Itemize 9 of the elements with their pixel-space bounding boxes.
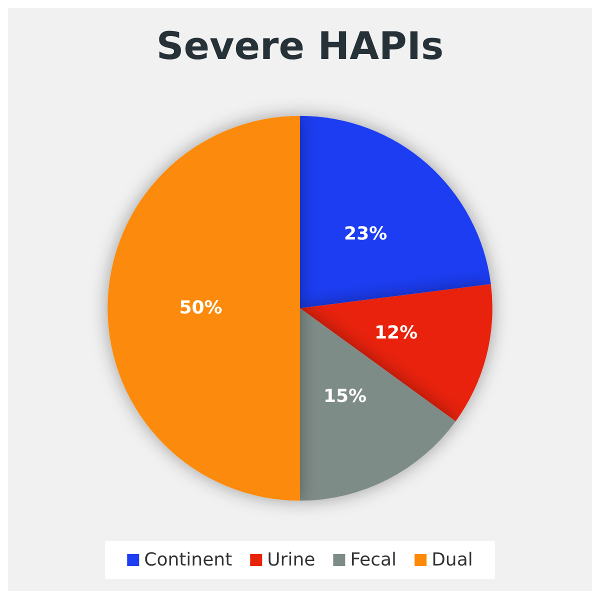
legend-label: Fecal [350,550,397,570]
data-label: 12% [374,322,418,344]
data-label: 15% [323,386,367,408]
data-label: 23% [344,223,388,244]
legend-label: Dual [432,550,473,570]
data-label: 50% [179,298,222,319]
legend-label: Urine [267,550,316,570]
chart-title: Severe HAPIs [156,24,444,68]
legend-label: Continent [144,550,232,570]
